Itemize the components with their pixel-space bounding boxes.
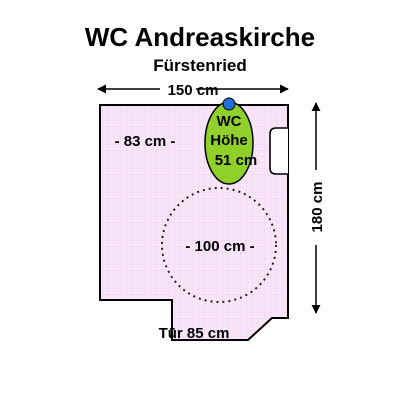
side-clearance-label: - 83 cm - — [115, 133, 176, 150]
wall-fixture — [269, 127, 288, 175]
door-label: Tür 85 cm — [159, 325, 230, 342]
toilet-label-value: 51 cm — [215, 152, 258, 169]
toilet-label-height: Höhe — [210, 132, 248, 149]
toilet-label-wc: WC — [217, 113, 242, 130]
page-title: WC Andreaskirche — [84, 22, 316, 52]
toilet-marker — [222, 97, 236, 111]
turning-circle — [161, 187, 277, 303]
turning-circle-label: - 100 cm - — [185, 238, 254, 255]
page-subtitle: Fürstenried — [153, 56, 247, 75]
door-swing-line — [247, 317, 273, 341]
height-label: 180 cm — [309, 182, 326, 233]
width-label: 150 cm — [168, 82, 219, 99]
